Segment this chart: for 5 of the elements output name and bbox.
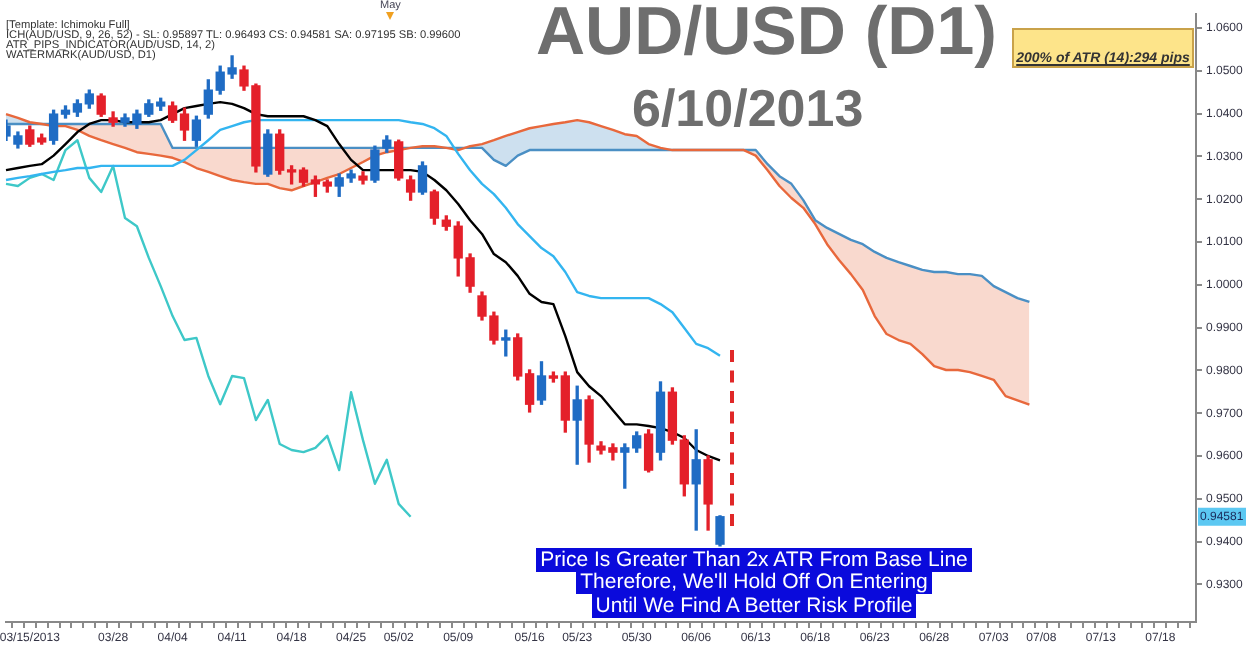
text: 6/10/2013 [632, 78, 864, 140]
annotation: Price Is Greater Than 2x ATR From Base Line [536, 548, 972, 572]
chart-title: AUD/USD (D1) [536, 0, 997, 72]
annotation: Until We Find A Better Risk Profile [591, 593, 917, 618]
annotation: Therefore, We'll Hold Off On Entering [576, 570, 932, 595]
